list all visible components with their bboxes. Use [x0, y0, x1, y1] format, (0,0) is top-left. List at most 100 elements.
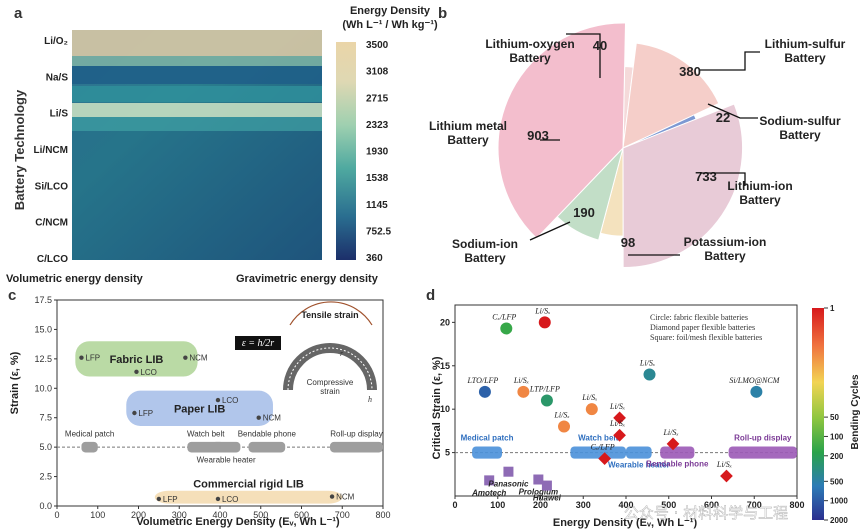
- panel-d-xtick-label: 600: [704, 500, 719, 510]
- heat-band-bottom: [72, 131, 322, 260]
- colorbar-a-tick-label: 1930: [366, 147, 389, 158]
- pie-slice: [622, 103, 744, 269]
- panel-c-xtick-label: 500: [253, 510, 268, 520]
- panel-d-brand-marker: [503, 466, 514, 477]
- panel-d-brand-label: Huawei: [533, 494, 562, 503]
- panel-c-xtick-label: 800: [375, 510, 390, 520]
- panel-a-xlabel-right: Gravimetric energy density: [236, 273, 379, 285]
- panel-c-ytick-label: 12.5: [34, 354, 52, 364]
- heat-ytick-label: C/NCM: [35, 218, 68, 229]
- panel-d-ytick-label: 15: [440, 361, 450, 371]
- panel-d-point-label: LTP/LFP: [529, 385, 560, 394]
- panel-d-point: [558, 420, 571, 433]
- panel-d-point-label: Li/Sₓ: [609, 402, 625, 411]
- heat-ytick-group: Li/O₂ Na/S Li/S Li/NCM Si/LCO C/NCM C/LCO: [34, 36, 69, 265]
- panel-d-application-label: Roll-up display: [734, 433, 792, 442]
- panel-c-xlabel: Volumetric Energy Density (Eᵥ, Wh L⁻¹): [136, 516, 340, 528]
- panel-d-brand-label: Amotech: [471, 488, 506, 497]
- panel-d-application-bar: [626, 446, 652, 459]
- inset-strip-hatch: [287, 347, 373, 391]
- formula-text: ε = h/2r: [242, 338, 274, 349]
- panel-c-point: [183, 355, 188, 360]
- pie-slice-name: Potassium-ion Battery: [684, 235, 767, 263]
- pie-slice-name: Sodium-ion Battery: [452, 237, 518, 265]
- panel-c-point-label: LFP: [163, 495, 178, 504]
- panel-d-brand-marker: [541, 480, 552, 491]
- panel-c-point: [132, 410, 137, 416]
- panel-c-group-name: Fabric LIB: [110, 354, 164, 366]
- pie-slice-name: Lithium-oxygen Battery: [485, 37, 574, 65]
- colorbar-d-tick-label: 500: [830, 477, 844, 486]
- colorbar-a-title-2: (Wh L⁻¹ / Wh kg⁻¹): [342, 19, 438, 31]
- panel-d-frame: [454, 304, 798, 497]
- colorbar-a-title-1: Energy Density: [350, 5, 431, 17]
- colorbar-d-tick-label: 50: [830, 413, 839, 422]
- panel-d-point: [540, 394, 553, 407]
- pie-leader-line: [700, 51, 760, 71]
- panel-c-ytick-label: 0.0: [39, 501, 52, 511]
- panel-c-application-label: Wearable heater: [197, 455, 256, 464]
- tensile-arc: [289, 301, 373, 326]
- colorbar-d-ticks: 1 50 100 200 500 1000 2000: [824, 304, 848, 525]
- panel-c-point: [215, 397, 221, 403]
- pie-value-label: 22: [716, 110, 730, 125]
- panel-c-ytick-label: 10.0: [34, 383, 52, 393]
- panel-d-xtick-label: 500: [661, 500, 676, 510]
- panel-d-point-label: Si/LMO@NCM: [729, 376, 780, 385]
- panel-c-point: [134, 369, 139, 375]
- colorbar-a-ticks: 3500 3108 2715 2323 1930 1538 1145 752.5 360: [366, 40, 391, 264]
- panel-d-application-label: Medical patch: [461, 433, 514, 442]
- panel-d-point-label: Li/Sₓ: [662, 428, 678, 437]
- pie-slice-name: Lithium metal Battery: [429, 119, 507, 147]
- colorbar-a-tick-label: 1145: [366, 200, 388, 211]
- heat-ytick-label: Li/S: [50, 109, 69, 120]
- colorbar-d: [812, 308, 824, 520]
- panel-d-point-label: Li/Sₓ: [553, 411, 569, 420]
- colorbar-a-tick-label: 2323: [366, 120, 389, 131]
- panel-d-application-bar: [728, 446, 797, 459]
- panel-c-xtick-label: 700: [335, 510, 350, 520]
- pie-slice: [497, 22, 627, 240]
- panel-c-xtick-label: 100: [90, 510, 105, 520]
- panel-c-point-label: LFP: [85, 354, 100, 363]
- panel-c-ytick-label: 7.5: [39, 413, 52, 423]
- panel-d-point: [585, 403, 598, 416]
- panel-d-brand-label: Prologium: [519, 488, 559, 497]
- panel-d-legend-text: Square: foil/mesh flexible batteries: [650, 333, 762, 342]
- panel-c-point: [215, 496, 221, 502]
- panel-c-point-label: NCM: [336, 493, 355, 502]
- panel-c-application-bar: [211, 441, 241, 453]
- heat-ytick-label: Li/NCM: [34, 145, 68, 156]
- heat-band-lower: [72, 117, 322, 131]
- inset-r-label: r: [340, 349, 344, 358]
- panel-d-point-label: Cₓ/LFP: [591, 443, 615, 452]
- panel-d-xtick-label: 700: [747, 500, 762, 510]
- panel-a-xlabel-left: Volumetric energy density: [6, 273, 144, 285]
- panel-d-application-bar: [570, 446, 626, 459]
- panel-c-point-label: LCO: [140, 368, 156, 377]
- panel-c-xtick-label: 300: [172, 510, 187, 520]
- panel-d-point: [750, 385, 763, 398]
- panel-c-point-label: NCM: [189, 354, 208, 363]
- panel-d-ylabel: Critical Strain (ε, %): [431, 356, 443, 459]
- heat-ytick-label: Li/O₂: [44, 36, 68, 47]
- heat-band-li-o2: [72, 30, 322, 56]
- panel-d-point-label: LTO/LFP: [467, 376, 499, 385]
- panel-d-brand-marker: [533, 474, 544, 485]
- panel-d-point: [538, 316, 551, 329]
- pie-leader-line: [566, 33, 601, 78]
- panel-c-application-bar: [81, 441, 98, 453]
- formula-box: [235, 336, 281, 350]
- inset-compressive-label-2: strain: [320, 387, 340, 396]
- panel-d-point: [478, 385, 491, 398]
- panel-c-ylabel: Strain (ε, %): [9, 351, 21, 414]
- colorbar-a: [336, 42, 356, 260]
- panel-d-point-label: Cₓ/LFP: [492, 312, 516, 321]
- panel-c-group-name: Commercial rigid LIB: [193, 479, 304, 491]
- colorbar-d-tick-label: 1000: [830, 497, 848, 506]
- panel-d-ytick-label: 20: [440, 317, 450, 327]
- panel-c-application-bar: [248, 441, 286, 453]
- panel-c-point: [79, 355, 84, 360]
- panel-d-xtick-label: 100: [490, 500, 505, 510]
- panel-d-legend-text: Diamond paper flexible batteries: [650, 323, 755, 332]
